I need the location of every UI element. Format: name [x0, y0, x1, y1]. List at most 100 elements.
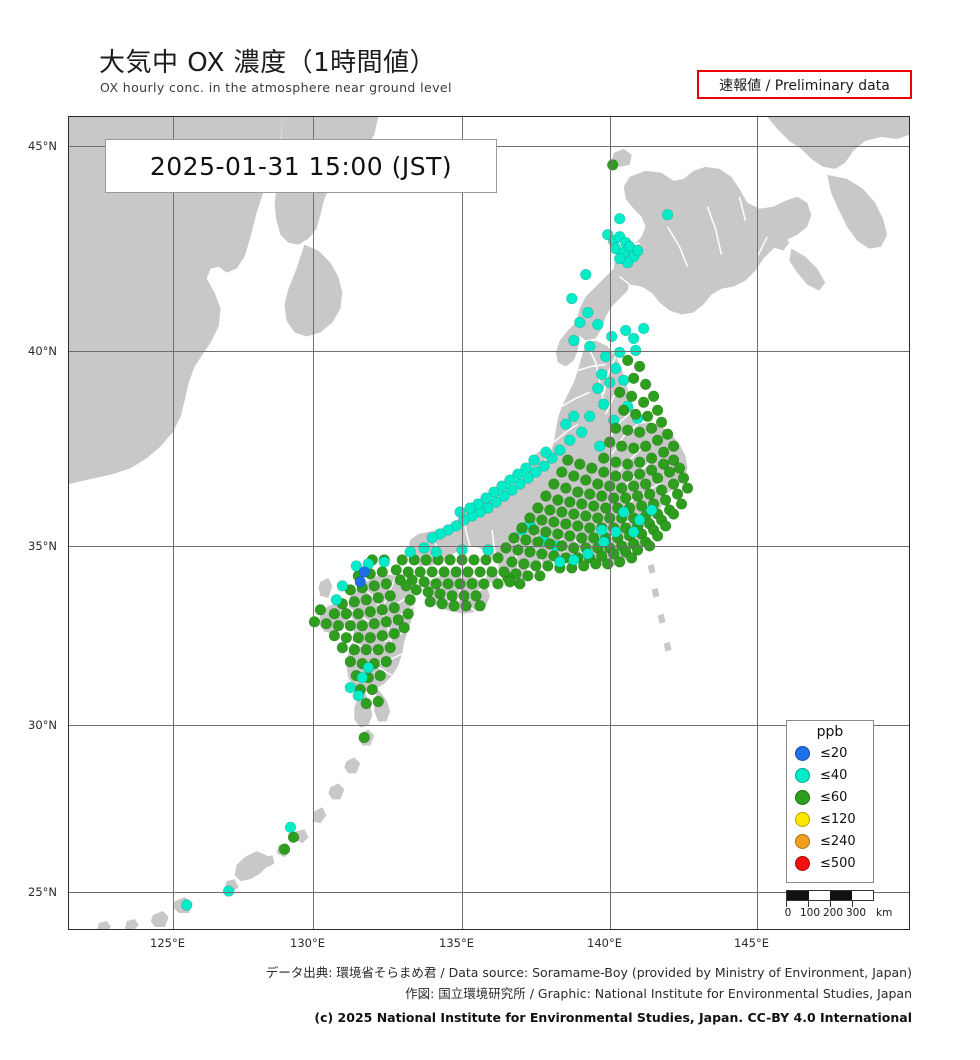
- legend-swatch-le120: [795, 811, 810, 827]
- tick-lon-minor: [243, 929, 244, 930]
- gridline-lon-125: [173, 117, 174, 929]
- tick-lon-130-top: [313, 116, 314, 117]
- tick-lon-minor: [103, 929, 104, 930]
- tick-lon-125: [173, 929, 174, 930]
- tick-lon-minor: [720, 929, 721, 930]
- lon-tick-label-130: 130°E: [290, 936, 325, 950]
- tick-lat-35-right: [909, 546, 910, 547]
- legend-swatch-le60: [795, 789, 810, 805]
- legend-panel: ppb ≤20 ≤40 ≤60 ≤120 ≤240: [786, 720, 874, 883]
- legend-label-le500: ≤500: [820, 855, 856, 871]
- tick-lat-minor: [68, 228, 69, 229]
- legend-item-le20[interactable]: ≤20: [787, 742, 873, 764]
- tick-lon-minor: [208, 929, 209, 930]
- tick-lat-25-right: [909, 892, 910, 893]
- lat-tick-label-30: 30°N: [28, 718, 57, 732]
- tick-lat-25: [68, 892, 69, 893]
- tick-lat-minor: [68, 582, 69, 583]
- tick-lat-minor: [68, 310, 69, 311]
- tick-lat-minor: [68, 792, 69, 793]
- legend-item-le60[interactable]: ≤60: [787, 786, 873, 808]
- tick-lat-minor: [68, 390, 69, 391]
- scale-bar: 0 100 200 300 km: [784, 890, 893, 921]
- scale-seg-2: [808, 891, 830, 900]
- scale-label-100: 100: [799, 907, 821, 919]
- page-subtitle: OX hourly conc. in the atmosphere near g…: [100, 80, 452, 95]
- scale-seg-3: [830, 891, 852, 900]
- gridline-lat-25: [69, 892, 909, 893]
- lat-tick-label-25: 25°N: [28, 885, 57, 899]
- legend-swatch-le500: [795, 855, 810, 871]
- tick-lon-minor: [278, 929, 279, 930]
- tick-lat-35: [68, 546, 69, 547]
- gridline-lon-140: [610, 117, 611, 929]
- tick-lon-130: [313, 929, 314, 930]
- japan-map-svg: [69, 117, 909, 929]
- lat-tick-label-45: 45°N: [28, 139, 57, 153]
- legend-label-le40: ≤40: [820, 767, 848, 783]
- scale-bar-labels: 0 100 200 300 km: [784, 907, 893, 921]
- tick-lon-145-top: [757, 116, 758, 117]
- tick-lat-minor: [68, 187, 69, 188]
- footer: データ出典: 環境省そらまめ君 / Data source: Soramame-…: [0, 962, 980, 1028]
- legend-title: ppb: [816, 724, 844, 740]
- gridline-lat-35: [69, 546, 909, 547]
- legend-label-le20: ≤20: [820, 745, 848, 761]
- gridline-lon-130: [313, 117, 314, 929]
- tick-lat-minor: [68, 468, 69, 469]
- legend-item-le40[interactable]: ≤40: [787, 764, 873, 786]
- scale-label-300: 300: [845, 907, 867, 919]
- tick-lat-minor: [68, 859, 69, 860]
- legend-item-le240[interactable]: ≤240: [787, 830, 873, 852]
- tick-lon-minor: [905, 929, 906, 930]
- tick-lat-minor: [68, 269, 69, 270]
- footer-graphic-credit: 作図: 国立環境研究所 / Graphic: National Institut…: [405, 986, 912, 1001]
- scale-bar-track: [786, 890, 874, 901]
- tick-lon-minor: [572, 929, 573, 930]
- tick-lat-40-right: [909, 351, 910, 352]
- tick-lon-minor: [497, 929, 498, 930]
- datetime-label-box: 2025-01-31 15:00 (JST): [105, 139, 497, 193]
- tick-lon-minor: [418, 929, 419, 930]
- lat-tick-label-40: 40°N: [28, 344, 57, 358]
- legend-swatch-le240: [795, 833, 810, 849]
- footer-data-source: データ出典: 環境省そらまめ君 / Data source: Soramame-…: [265, 965, 912, 980]
- scale-label-0: 0: [784, 907, 792, 919]
- gridline-lat-30: [69, 725, 909, 726]
- scale-unit-label: km: [876, 907, 893, 919]
- tick-lat-minor: [68, 758, 69, 759]
- tick-lat-minor: [68, 429, 69, 430]
- tick-lat-40: [68, 351, 69, 352]
- tick-lon-135-top: [462, 116, 463, 117]
- tick-lon-145: [757, 929, 758, 930]
- tick-lat-45-right: [909, 146, 910, 147]
- legend-swatch-le40: [795, 767, 810, 783]
- tick-lon-minor: [534, 929, 535, 930]
- legend-item-le120[interactable]: ≤120: [787, 808, 873, 830]
- tick-lat-minor: [68, 825, 69, 826]
- tick-lon-minor: [383, 929, 384, 930]
- lon-tick-label-135: 135°E: [439, 936, 474, 950]
- scale-seg-4: [851, 891, 873, 900]
- legend-item-le500[interactable]: ≤500: [787, 852, 873, 874]
- tick-lat-minor: [68, 618, 69, 619]
- map-plot-area[interactable]: 2025-01-31 15:00 (JST) ppb ≤20 ≤40 ≤60 ≤…: [68, 116, 910, 930]
- legend-label-le120: ≤120: [820, 811, 856, 827]
- lon-tick-label-145: 145°E: [734, 936, 769, 950]
- scale-label-200: 200: [822, 907, 844, 919]
- tick-lon-140: [610, 929, 611, 930]
- gridline-lat-40: [69, 351, 909, 352]
- tick-lat-minor: [68, 654, 69, 655]
- tick-lon-125-top: [173, 116, 174, 117]
- tick-lon-minor: [794, 929, 795, 930]
- tick-lat-30: [68, 725, 69, 726]
- tick-lon-minor: [138, 929, 139, 930]
- legend-swatch-le20: [795, 745, 810, 761]
- tick-lon-minor: [868, 929, 869, 930]
- tick-lon-minor: [348, 929, 349, 930]
- tick-lon-135: [462, 929, 463, 930]
- tick-lat-45: [68, 146, 69, 147]
- lon-tick-label-140: 140°E: [587, 936, 622, 950]
- preliminary-data-badge: 速報値 / Preliminary data: [697, 70, 912, 99]
